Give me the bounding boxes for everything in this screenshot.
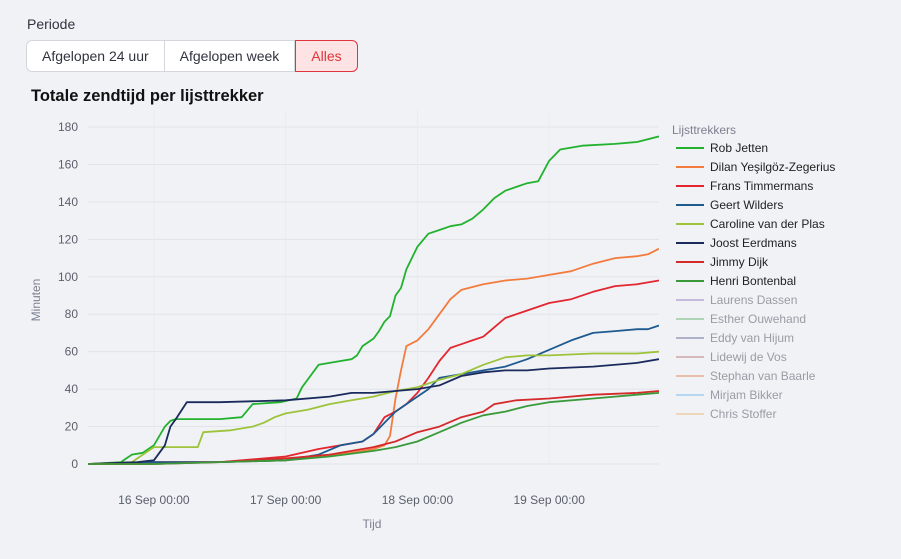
legend-label: Laurens Dassen (710, 293, 797, 307)
y-tick-label: 140 (58, 195, 78, 209)
series-line-6[interactable] (88, 390, 659, 465)
legend-label: Mirjam Bikker (710, 388, 783, 402)
series-line-1[interactable] (88, 247, 659, 465)
legend-item[interactable]: Jimmy Dijk (676, 255, 769, 269)
y-tick-label: 40 (65, 382, 79, 396)
legend-item[interactable]: Dilan Yeşilgöz-Zegerius (676, 160, 835, 174)
y-tick-label: 20 (65, 420, 79, 434)
y-tick-label: 0 (71, 457, 78, 471)
legend-item[interactable]: Chris Stoffer (676, 407, 776, 421)
legend-label: Chris Stoffer (710, 407, 776, 421)
legend-label: Caroline van der Plas (710, 217, 825, 231)
series-line-0[interactable] (88, 135, 659, 465)
y-tick-label: 60 (65, 345, 79, 359)
legend-label: Rob Jetten (710, 141, 768, 155)
period-segmented-control: Afgelopen 24 uur Afgelopen week Alles (26, 40, 358, 72)
legend-item[interactable]: Joost Eerdmans (676, 236, 797, 250)
legend-title: Lijsttrekkers (672, 123, 736, 137)
period-option-all[interactable]: Alles (295, 40, 358, 72)
legend-item[interactable]: Laurens Dassen (676, 293, 797, 307)
legend: Lijsttrekkers Rob Jetten Dilan Yeşilgöz-Z… (672, 123, 835, 421)
series-lines (88, 135, 659, 465)
series-line-3[interactable] (88, 324, 659, 465)
x-axis-title: Tijd (363, 517, 382, 531)
y-tick-label: 80 (65, 307, 79, 321)
series-line-2[interactable] (88, 279, 659, 465)
legend-item[interactable]: Eddy van Hijum (676, 331, 794, 345)
x-tick-label: 16 Sep 00:00 (118, 493, 190, 507)
y-tick-label: 160 (58, 157, 78, 171)
x-tick-label: 17 Sep 00:00 (250, 493, 322, 507)
chart-title: Totale zendtijd per lijsttrekker (31, 87, 264, 105)
legend-label: Eddy van Hijum (710, 331, 794, 345)
legend-item[interactable]: Lidewij de Vos (676, 350, 787, 364)
legend-label: Joost Eerdmans (710, 236, 797, 250)
gridlines (88, 110, 659, 465)
period-option-24h[interactable]: Afgelopen 24 uur (26, 40, 165, 72)
legend-item[interactable]: Esther Ouwehand (676, 312, 806, 326)
y-tick-label: 120 (58, 232, 78, 246)
y-tick-label: 100 (58, 270, 78, 284)
y-tick-label: 180 (58, 120, 78, 134)
legend-item[interactable]: Frans Timmermans (676, 179, 813, 193)
series-line-5[interactable] (88, 358, 659, 465)
legend-label: Esther Ouwehand (710, 312, 806, 326)
legend-label: Dilan Yeşilgöz-Zegerius (710, 160, 835, 174)
period-label: Periode (27, 16, 76, 32)
legend-item[interactable]: Mirjam Bikker (676, 388, 783, 402)
x-axis-ticks: 16 Sep 00:00 17 Sep 00:00 18 Sep 00:00 19 S… (118, 493, 585, 507)
legend-item[interactable]: Henri Bontenbal (676, 274, 796, 288)
legend-label: Henri Bontenbal (710, 274, 796, 288)
series-line-4[interactable] (88, 350, 659, 465)
x-tick-label: 19 Sep 00:00 (513, 493, 585, 507)
legend-label: Stephan van Baarle (710, 369, 816, 383)
legend-item[interactable]: Rob Jetten (676, 141, 768, 155)
legend-item[interactable]: Caroline van der Plas (676, 217, 825, 231)
legend-item[interactable]: Stephan van Baarle (676, 369, 816, 383)
legend-item[interactable]: Geert Wilders (676, 198, 783, 212)
legend-label: Geert Wilders (710, 198, 783, 212)
y-axis-ticks: 0 20 40 60 80 100 120 140 160 180 (58, 120, 78, 471)
x-tick-label: 18 Sep 00:00 (382, 493, 454, 507)
legend-label: Frans Timmermans (710, 179, 813, 193)
period-option-week[interactable]: Afgelopen week (164, 40, 296, 72)
series-line-7[interactable] (88, 392, 659, 465)
y-axis-title: Minuten (29, 279, 43, 322)
legend-label: Lidewij de Vos (710, 350, 787, 364)
legend-label: Jimmy Dijk (710, 255, 769, 269)
